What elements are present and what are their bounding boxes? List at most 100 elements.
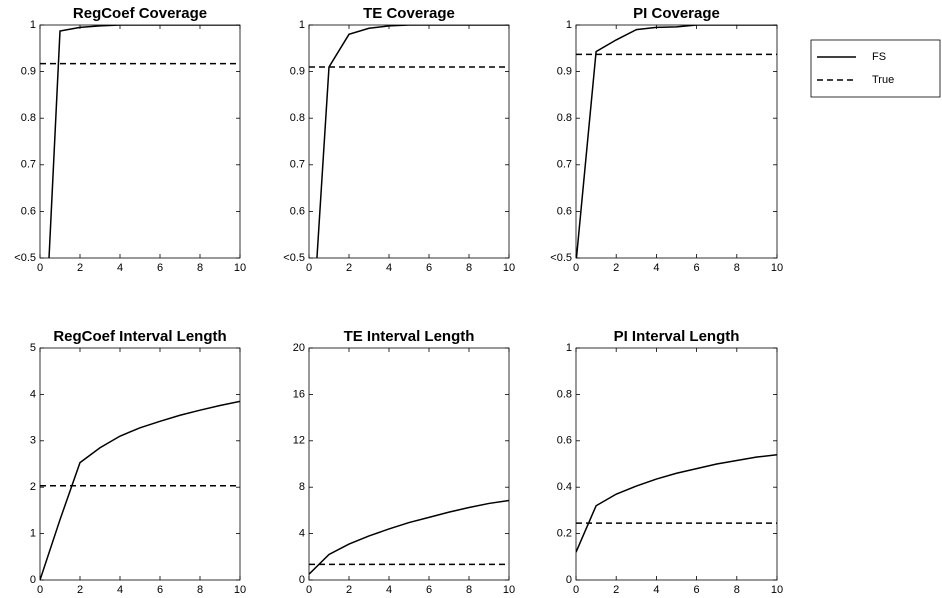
x-tick-label: 2 (346, 262, 352, 274)
y-tick-label: 0.9 (21, 66, 36, 78)
chart-title: RegCoef Coverage (73, 5, 207, 22)
y-tick-label: 4 (299, 528, 305, 540)
series-line (576, 25, 777, 258)
x-tick-label: 2 (77, 262, 83, 274)
legend: FS True (810, 39, 941, 98)
x-tick-label: 0 (37, 262, 43, 274)
y-tick-label: <0.5 (550, 252, 572, 264)
x-tick-label: 6 (694, 262, 700, 274)
x-tick-label: 8 (734, 584, 740, 596)
subplot: TE Interval Length 0 4 8 12 16 20 0 2 4 6 8 10 (293, 328, 515, 596)
x-tick-label: 6 (694, 584, 700, 596)
y-tick-label: 0.9 (557, 66, 572, 78)
y-tick-label: 12 (293, 435, 305, 447)
x-tick-label: 4 (653, 262, 659, 274)
x-tick-label: 2 (346, 584, 352, 596)
y-tick-label: 0.9 (290, 66, 305, 78)
subplot: PI Coverage<0.50.60.70.80.910 2 4 6 8 10 (550, 5, 783, 274)
y-tick-label: 20 (293, 342, 305, 354)
x-tick-label: 8 (734, 262, 740, 274)
x-tick-label: 6 (157, 584, 163, 596)
y-tick-label: 1 (299, 19, 305, 31)
y-tick-label: 0.7 (21, 159, 36, 171)
x-tick-label: 6 (426, 262, 432, 274)
x-tick-label: 10 (503, 584, 515, 596)
legend-label: FS (872, 51, 886, 63)
axes-frame (308, 24, 510, 259)
y-tick-label: 0.8 (557, 388, 572, 400)
series-line (316, 25, 509, 258)
x-tick-label: 10 (771, 262, 783, 274)
x-tick-label: 10 (234, 584, 246, 596)
x-tick-label: 6 (426, 584, 432, 596)
y-tick-label: 5 (30, 342, 36, 354)
axes-frame (39, 347, 241, 581)
y-tick-label: 0.2 (557, 528, 572, 540)
chart-title: PI Coverage (633, 5, 720, 22)
axes-frame (575, 347, 778, 581)
y-tick-label: 8 (299, 481, 305, 493)
x-tick-label: 4 (653, 584, 659, 596)
series-line (309, 499, 509, 575)
x-tick-label: 0 (573, 262, 579, 274)
x-tick-label: 10 (234, 262, 246, 274)
x-tick-label: 8 (197, 584, 203, 596)
x-tick-label: 4 (386, 262, 392, 274)
x-tick-label: 8 (197, 262, 203, 274)
x-tick-label: 8 (466, 584, 472, 596)
x-tick-label: 0 (306, 262, 312, 274)
y-tick-label: 0.8 (557, 112, 572, 124)
y-tick-label: 1 (566, 342, 572, 354)
y-tick-label: 0.6 (557, 435, 572, 447)
x-tick-label: 8 (466, 262, 472, 274)
subplot: RegCoef Interval Length 0 1 2 3 4 5 0 2 4 6 8 10 (30, 328, 246, 596)
y-tick-label: 0 (30, 574, 36, 586)
series-line (576, 453, 777, 553)
y-tick-label: 0.6 (557, 205, 572, 217)
axes-frame (39, 24, 241, 259)
y-tick-label: <0.5 (14, 252, 36, 264)
y-tick-label: <0.5 (283, 252, 305, 264)
y-tick-label: 0.6 (290, 205, 305, 217)
x-tick-label: 4 (117, 584, 123, 596)
series-line (40, 400, 240, 580)
y-tick-label: 0.7 (290, 159, 305, 171)
y-tick-label: 0.8 (290, 112, 305, 124)
y-tick-label: 0.6 (21, 205, 36, 217)
x-tick-label: 6 (157, 262, 163, 274)
chart-title: TE Coverage (363, 5, 455, 22)
y-tick-label: 0.8 (21, 112, 36, 124)
x-tick-label: 10 (771, 584, 783, 596)
x-tick-label: 0 (306, 584, 312, 596)
legend-box (810, 39, 941, 98)
axes-frame (308, 347, 510, 581)
y-tick-label: 16 (293, 388, 305, 400)
x-tick-label: 2 (77, 584, 83, 596)
legend-label: True (872, 74, 894, 86)
subplot: RegCoef Coverage<0.50.60.70.80.910 2 4 6 8 10 (14, 5, 246, 274)
y-tick-label: 3 (30, 435, 36, 447)
y-tick-label: 1 (566, 19, 572, 31)
x-tick-label: 0 (37, 584, 43, 596)
x-tick-label: 4 (117, 262, 123, 274)
y-tick-label: 0.4 (557, 481, 572, 493)
chart-title: PI Interval Length (614, 328, 740, 345)
subplot: TE Coverage<0.50.60.70.80.910 2 4 6 8 10 (283, 5, 515, 274)
y-tick-label: 0.7 (557, 159, 572, 171)
x-tick-label: 2 (613, 262, 619, 274)
x-tick-label: 2 (613, 584, 619, 596)
y-tick-label: 2 (30, 481, 36, 493)
chart-title: TE Interval Length (344, 328, 475, 345)
x-tick-label: 0 (573, 584, 579, 596)
y-tick-label: 4 (30, 388, 36, 400)
axes-frame (575, 24, 778, 259)
chart-title: RegCoef Interval Length (53, 328, 226, 345)
x-tick-label: 10 (503, 262, 515, 274)
y-tick-label: 1 (30, 528, 36, 540)
y-tick-label: 1 (30, 19, 36, 31)
y-tick-label: 0 (299, 574, 305, 586)
y-tick-label: 0 (566, 574, 572, 586)
x-tick-label: 4 (386, 584, 392, 596)
